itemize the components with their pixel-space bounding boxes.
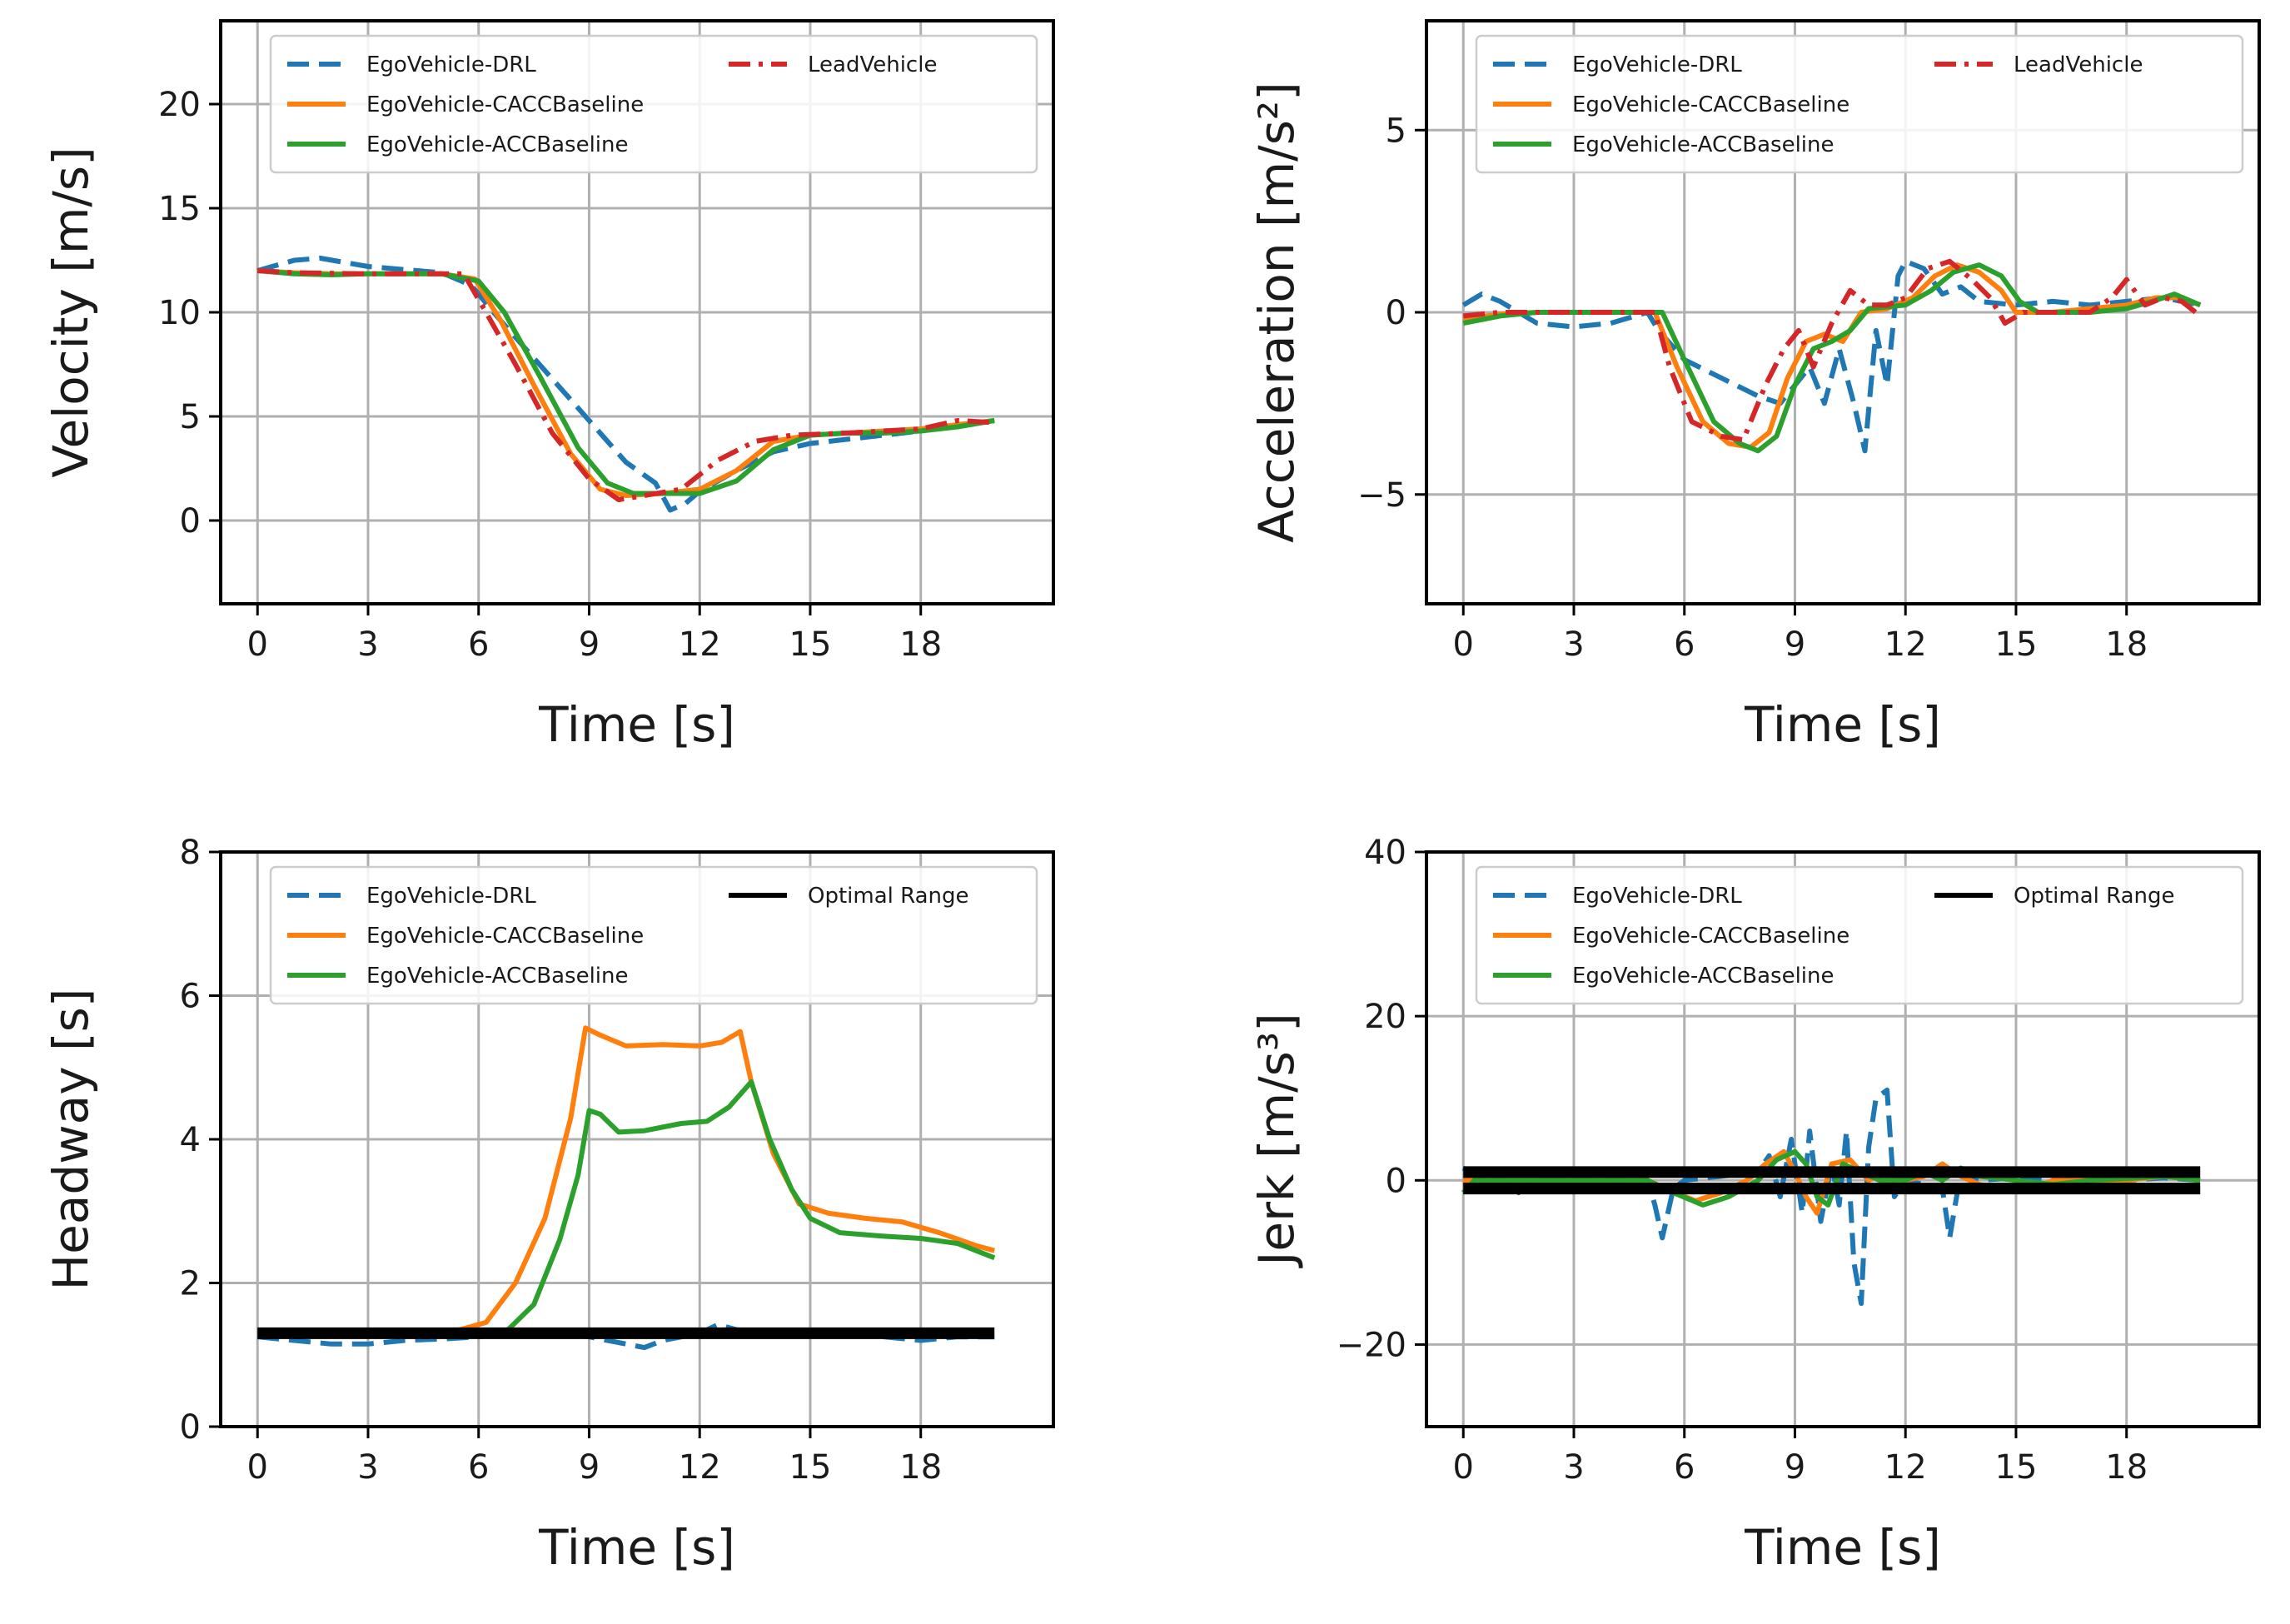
x-tick-label: 18 [899,1448,942,1487]
x-axis-label: Time [s] [1744,696,1941,753]
y-tick-label: 0 [180,1408,201,1447]
legend-entry-label: EgoVehicle-DRL [366,52,536,77]
x-tick-label: 12 [679,1448,721,1487]
x-tick-label: 3 [357,625,378,664]
legend-entry-label: EgoVehicle-CACCBaseline [1572,924,1849,949]
headway-panel: 0 3 6 9 12 15 18 0 2 4 6 8 Time [s] Headway [s] EgoVeh… [42,834,1055,1576]
x-tick-label: 3 [1563,625,1584,664]
x-tick-label: 12 [1884,1448,1927,1487]
series-line-egovehicle-drl [1461,258,2201,454]
legend-entry-label: EgoVehicle-CACCBaseline [366,92,644,117]
y-tick-label: 8 [180,834,201,872]
legend-entry-label: EgoVehicle-CACCBaseline [1572,92,1849,117]
acceleration-panel: 0 3 6 9 12 15 18 −5 0 5 Time [s] Acceleration [m/s²… [1248,19,2261,753]
x-tick-label: 0 [247,1448,268,1487]
y-tick-label: 0 [1386,294,1406,332]
x-tick-label: 6 [1674,625,1695,664]
x-tick-label: 9 [1785,1448,1805,1487]
legend-entry-label: Optimal Range [2014,884,2175,909]
x-tick-label: 0 [1453,625,1474,664]
y-axis-label: Acceleration [m/s²] [1248,82,1305,543]
legend-entry-label: EgoVehicle-CACCBaseline [366,924,644,949]
legend [1475,34,2244,174]
legend-entry-label: EgoVehicle-ACCBaseline [1572,964,1834,989]
series-line-leadvehicle [1462,258,2203,443]
x-tick-label: 3 [357,1448,378,1487]
y-tick-label: 0 [1386,1162,1406,1200]
plot-area [1461,1087,2201,1307]
y-axis-label: Velocity [m/s] [42,147,99,477]
x-tick-label: 6 [1674,1448,1695,1487]
legend-entry-label: EgoVehicle-DRL [366,884,536,909]
plot-area [256,256,995,513]
x-tick-label: 3 [1563,1448,1584,1487]
x-tick-label: 18 [2105,625,2148,664]
axes-frame [1425,850,2261,1428]
y-tick-label: 10 [158,294,201,332]
jerk-panel: 0 3 6 9 12 15 18 −20 0 20 40 Time [s] Jerk [m/s³] Ego… [1248,834,2261,1576]
legend-entry-label: LeadVehicle [2014,52,2143,77]
y-axis-label: Headway [s] [42,989,99,1291]
x-tick-label: 9 [1785,625,1805,664]
series-line-egovehicle-caccbaseline [257,1025,995,1336]
plot-area [256,1025,996,1351]
x-tick-label: 18 [2105,1448,2148,1487]
y-tick-label: 6 [180,978,201,1016]
y-tick-label: −5 [1357,476,1406,515]
x-tick-label: 18 [899,625,942,664]
x-axis-label: Time [s] [1744,1519,1941,1576]
x-tick-label: 15 [789,1448,832,1487]
legend [1475,865,2244,1005]
y-tick-label: 0 [180,502,201,541]
plot-area [1461,258,2203,454]
x-tick-label: 0 [1453,1448,1474,1487]
y-axis-label: Jerk [m/s³] [1248,1013,1305,1268]
x-tick-label: 15 [1995,1448,2038,1487]
series-line-leadvehicle [257,268,995,502]
x-tick-label: 9 [579,1448,600,1487]
legend-entry-label: LeadVehicle [808,52,937,77]
legend-entry-label: EgoVehicle-DRL [1572,52,1742,77]
x-axis-label: Time [s] [538,696,735,753]
x-tick-label: 15 [1995,625,2038,664]
legend-entry-label: EgoVehicle-ACCBaseline [366,132,629,157]
y-tick-label: −20 [1337,1326,1406,1364]
y-tick-label: 20 [158,86,201,124]
y-tick-label: 5 [180,398,201,436]
y-tick-label: 20 [1364,998,1406,1036]
series-line-egovehicle-drl [256,256,995,513]
velocity-panel: 0 3 6 9 12 15 18 0 5 10 15 20 Time [s] Velocity [m/s]… [42,19,1055,753]
legend-entry-label: EgoVehicle-ACCBaseline [366,964,629,989]
x-tick-label: 0 [247,625,268,664]
y-tick-label: 5 [1386,112,1406,150]
y-tick-label: 15 [158,190,201,228]
legend-entry-label: EgoVehicle-DRL [1572,884,1742,909]
x-tick-label: 6 [468,1448,489,1487]
y-tick-label: 2 [180,1265,201,1303]
y-tick-label: 40 [1364,834,1406,872]
legend [269,865,1038,1005]
legend-entry-label: Optimal Range [808,884,969,909]
x-tick-label: 15 [789,625,832,664]
x-axis-label: Time [s] [538,1519,735,1576]
x-tick-label: 9 [579,625,600,664]
legend [269,34,1038,174]
y-tick-label: 4 [180,1121,201,1159]
x-tick-label: 12 [1884,625,1927,664]
legend-entry-label: EgoVehicle-ACCBaseline [1572,132,1834,157]
x-tick-label: 6 [468,625,489,664]
x-tick-label: 12 [679,625,721,664]
